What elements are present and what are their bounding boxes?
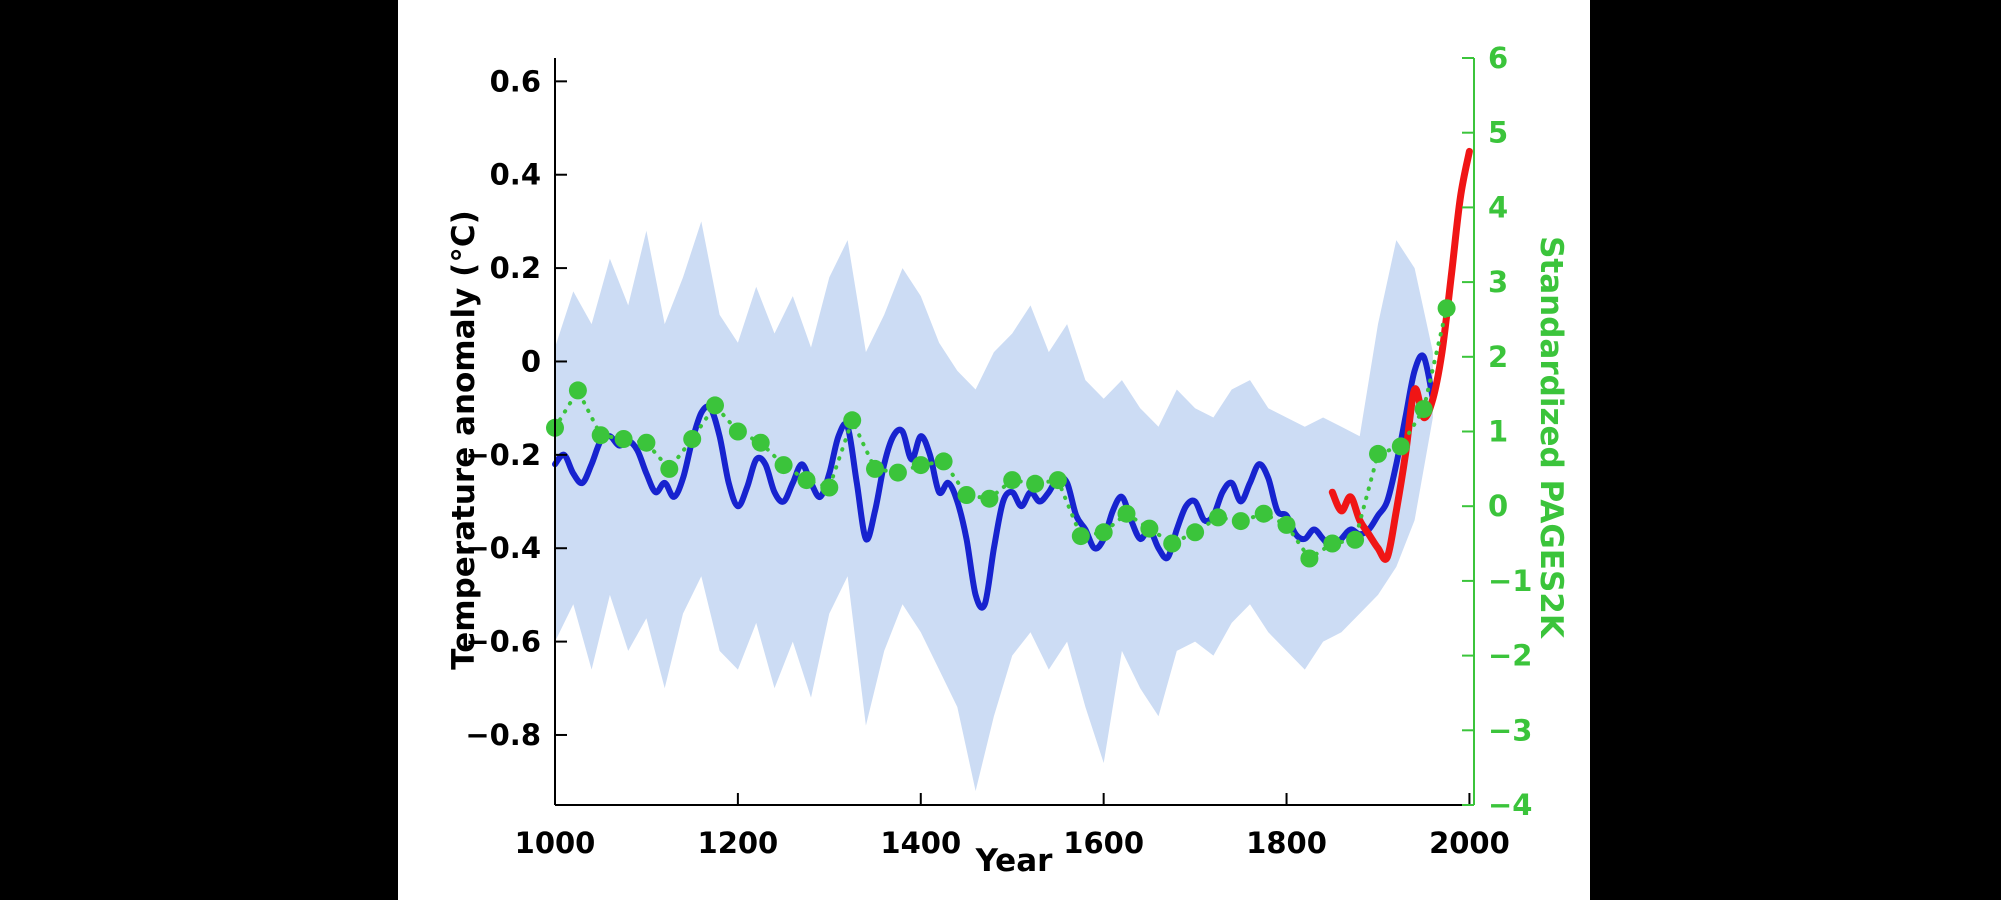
- pages2k-standardized-marker: [1140, 519, 1159, 538]
- right-tick-label: −2: [1488, 639, 1532, 673]
- pages2k-standardized-marker: [614, 430, 633, 448]
- pages2k-standardized-marker: [1346, 530, 1365, 549]
- pages2k-standardized-marker: [820, 478, 839, 497]
- pages2k-standardized-marker: [866, 459, 884, 478]
- pages2k-standardized-marker: [1163, 534, 1182, 553]
- right-tick-label: 6: [1488, 41, 1508, 75]
- pages2k-standardized-marker: [911, 456, 930, 475]
- pages2k-standardized-marker: [1071, 527, 1090, 546]
- pages2k-standardized-marker: [1323, 534, 1342, 553]
- right-tick-label: −1: [1488, 564, 1532, 598]
- pages2k-standardized-marker: [1048, 471, 1067, 490]
- right-tick-label: −3: [1488, 713, 1532, 747]
- pages2k-standardized-marker: [1437, 299, 1456, 318]
- left-tick-label: −0.2: [465, 438, 541, 472]
- pages2k-standardized-marker: [843, 411, 862, 430]
- letterbox-right: [1590, 0, 2001, 900]
- left-tick-label: 0.6: [490, 64, 541, 98]
- pages2k-standardized-marker: [1369, 444, 1387, 463]
- pages2k-standardized-marker: [1117, 504, 1136, 523]
- bottom-tick-label: 2000: [1429, 826, 1510, 860]
- pages2k-standardized-marker: [1414, 400, 1433, 419]
- pages2k-standardized-marker: [637, 433, 656, 452]
- right-tick-label: 5: [1488, 116, 1508, 150]
- left-tick-label: 0.4: [490, 158, 541, 192]
- pages2k-standardized-marker: [568, 381, 587, 400]
- pages2k-standardized-marker: [728, 422, 747, 441]
- bottom-tick-label: 1600: [1063, 826, 1144, 860]
- letterbox-left: [0, 0, 398, 900]
- bottom-tick-label: 1800: [1246, 826, 1327, 860]
- right-tick-label: 3: [1488, 265, 1508, 299]
- right-tick-label: 4: [1488, 190, 1508, 224]
- right-tick-label: 1: [1488, 415, 1508, 449]
- pages2k-standardized-marker: [591, 426, 610, 445]
- pages2k-standardized-marker: [1186, 523, 1205, 542]
- pages2k-standardized-marker: [934, 452, 953, 471]
- pages2k-standardized-marker: [1254, 504, 1273, 523]
- left-tick-label: −0.4: [465, 531, 541, 565]
- right-tick-label: −4: [1488, 788, 1532, 822]
- pages2k-standardized-marker: [1277, 515, 1296, 534]
- pages2k-standardized-marker: [1003, 471, 1022, 490]
- chart-panel: 0.6 0.4 0.2 0 −0.2 −0.4 −0.6 −0.8 1000 1200 1400 16…: [398, 0, 1590, 900]
- pages2k-standardized-marker: [1391, 437, 1410, 456]
- pages2k-standardized-marker: [751, 433, 770, 452]
- right-tick-label: 0: [1488, 489, 1508, 523]
- left-tick-label: 0: [521, 344, 541, 378]
- pages2k-standardized-marker: [1231, 512, 1250, 531]
- pages2k-standardized-line: [553, 306, 1449, 561]
- right-y-axis-title: Standardized PAGES2K: [1533, 236, 1569, 638]
- bottom-tick-label: 1400: [880, 826, 961, 860]
- pages2k-standardized-marker: [1094, 523, 1113, 542]
- left-y-axis-title: Temperature anomaly (°C): [446, 210, 482, 670]
- pages2k-standardized-marker: [774, 456, 793, 475]
- bottom-tick-label: 1200: [698, 826, 779, 860]
- x-axis-title: Year: [975, 843, 1053, 879]
- left-tick-label: −0.8: [465, 718, 541, 752]
- pages2k-standardized-marker: [980, 489, 999, 508]
- pages2k-standardized-marker: [683, 430, 702, 448]
- left-tick-label: −0.6: [465, 625, 541, 659]
- pages2k-standardized-marker: [1209, 508, 1227, 527]
- pages2k-standardized-marker: [1026, 474, 1045, 493]
- temperature-reconstruction-line: [552, 352, 1436, 611]
- bottom-tick-label: 1000: [515, 826, 596, 860]
- pages2k-standardized-marker: [706, 396, 724, 415]
- left-tick-label: 0.2: [490, 251, 541, 285]
- right-tick-label: 2: [1488, 340, 1508, 374]
- pages2k-standardized-marker: [888, 463, 907, 482]
- pages2k-standardized-marker: [957, 486, 976, 504]
- pages2k-standardized-marker: [660, 459, 679, 478]
- pages2k-standardized-marker: [797, 471, 816, 490]
- pages2k-standardized-marker: [1300, 549, 1319, 568]
